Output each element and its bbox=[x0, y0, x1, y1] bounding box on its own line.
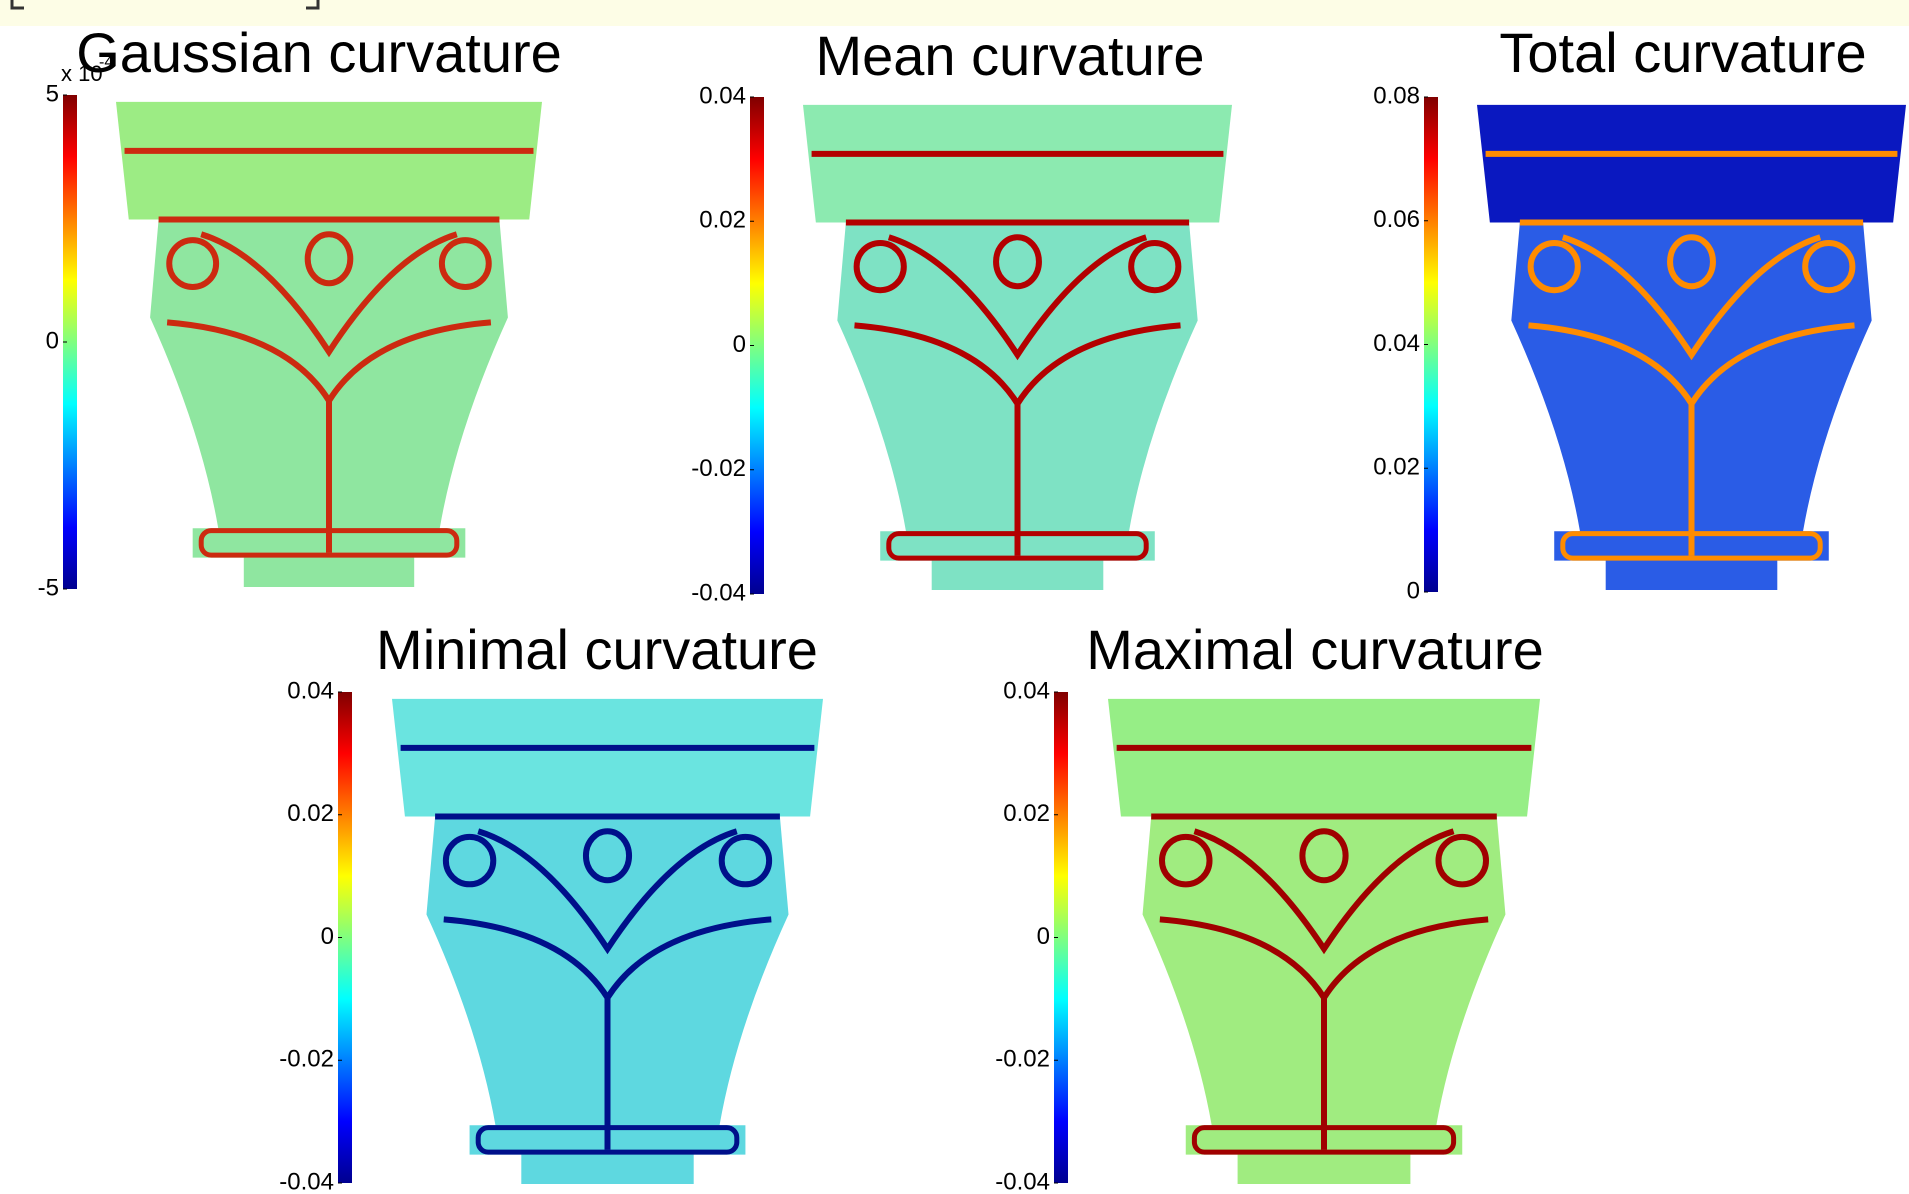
y-tick-label: -0.04 bbox=[279, 1168, 334, 1194]
y-tick-label: -5 bbox=[38, 574, 59, 601]
capital-slab bbox=[1108, 699, 1540, 817]
y-tick-label: 0.04 bbox=[287, 677, 334, 704]
y-tick-label: 0.02 bbox=[287, 800, 334, 827]
y-tick-label: -0.04 bbox=[691, 579, 746, 606]
y-tick-label: -0.02 bbox=[279, 1046, 334, 1073]
panel-title: Total curvature bbox=[1499, 21, 1866, 84]
panel: Total curvature 0 0.02 0.04 0.06 0.08 bbox=[1373, 21, 1906, 605]
panel-title: Maximal curvature bbox=[1086, 618, 1543, 681]
y-tick-label: -0.04 bbox=[995, 1168, 1050, 1194]
capital-slab bbox=[116, 102, 542, 220]
panel: Maximal curvature -0.04 -0.02 0 0.02 0.04 bbox=[995, 618, 1543, 1194]
y-tick-label: 0.06 bbox=[1373, 206, 1420, 233]
panel: Mean curvature -0.04 -0.02 0 0.02 0.04 bbox=[691, 24, 1232, 607]
panel-title: Gaussian curvature bbox=[76, 21, 562, 84]
axis-multiplier: x 10 bbox=[61, 61, 103, 86]
y-tick-label: 0 bbox=[733, 331, 746, 358]
capital-slab bbox=[803, 105, 1232, 223]
axis-multiplier-exponent: -4 bbox=[99, 54, 113, 71]
y-tick-label: 5 bbox=[46, 80, 59, 107]
y-tick-label: -0.02 bbox=[995, 1046, 1050, 1073]
capital-slab bbox=[392, 699, 823, 817]
y-tick-label: 0.02 bbox=[1003, 800, 1050, 827]
y-tick-label: 0 bbox=[46, 327, 59, 354]
y-tick-label: 0 bbox=[1037, 923, 1050, 950]
y-tick-label: 0.08 bbox=[1373, 82, 1420, 109]
y-tick-label: 0.04 bbox=[1003, 677, 1050, 704]
panel-title: Minimal curvature bbox=[376, 618, 818, 681]
y-tick-label: 0.02 bbox=[1373, 454, 1420, 481]
panel-title: Mean curvature bbox=[815, 24, 1204, 87]
y-tick-label: -0.02 bbox=[691, 455, 746, 482]
panel: Gaussian curvature -5 0 5x 10-4 bbox=[38, 21, 562, 602]
y-tick-label: 0.04 bbox=[699, 82, 746, 109]
y-tick-label: 0.02 bbox=[699, 207, 746, 234]
panel: Minimal curvature -0.04 -0.02 0 0.02 0.04 bbox=[279, 618, 823, 1194]
figure: Gaussian curvature -5 0 5x 10-4 Mean curvatu… bbox=[0, 0, 1909, 1194]
y-tick-label: 0.04 bbox=[1373, 330, 1420, 357]
y-tick-label: 0 bbox=[1407, 577, 1420, 604]
y-tick-label: 0 bbox=[321, 923, 334, 950]
capital-slab bbox=[1477, 105, 1906, 223]
